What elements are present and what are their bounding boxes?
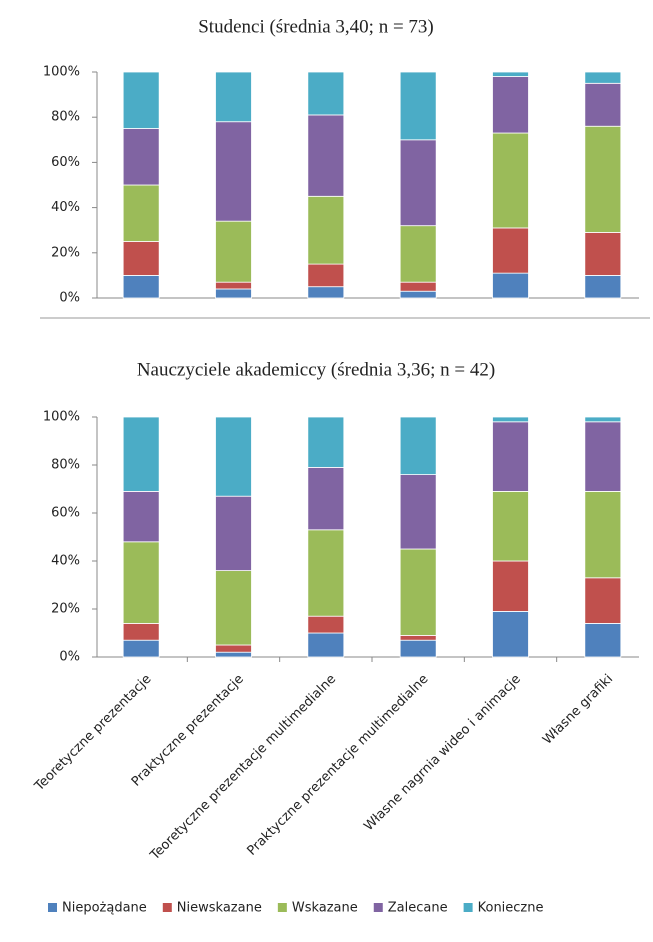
bar-segment [307,416,345,468]
bar-segment [215,288,252,299]
bar-segment [492,71,529,77]
bar-segment [215,651,252,658]
bar-segment [307,263,345,288]
bar-segment [307,632,345,658]
bar-segment [307,195,345,265]
y-tick-label: 60% [51,506,80,521]
bar-segment [122,71,160,129]
bar-segment [399,281,437,292]
bar-segment [584,82,622,127]
bar-segment [492,272,529,299]
x-tick-label: Teoretyczne prezentacje multimedialne [147,672,339,864]
bar-segment [584,125,622,233]
y-tick-label: 80% [51,458,80,473]
bar-segment [492,560,529,612]
bar-segment [122,274,160,299]
bar-segment [584,421,622,492]
legend-swatch [373,903,383,912]
bar-segment [307,615,345,634]
bar-segment [399,639,437,658]
bar-segment [122,241,160,276]
x-tick-label: Własne nagrnia wideo i animacje [361,672,523,834]
x-tick-label: Praktyczne prezentacje multimedialne [244,672,431,859]
bar-segment [122,541,160,624]
bar-segment [399,139,437,227]
legend-swatch [463,903,473,912]
y-tick-label: 0% [59,650,80,665]
bar-segment [584,71,622,84]
bar-segment [492,490,529,562]
chart-title: Nauczyciele akademiccy (średnia 3,36; n … [137,359,495,380]
bar-segment [215,495,252,572]
bar-segment [215,220,252,283]
bar-segment [122,623,160,641]
bar-segment [399,416,437,475]
bar-segment [584,416,622,423]
bar-segment [307,71,345,116]
y-tick-label: 100% [43,410,80,425]
y-tick-label: 100% [43,65,80,80]
bar-segment [307,286,345,299]
bar-segment [215,281,252,290]
bar-segment [399,548,437,636]
bar-segment [399,635,437,641]
bar-segment [399,290,437,299]
legend-swatch [48,903,57,912]
bar-segment [492,76,529,134]
bar-segment [215,416,252,497]
legend-label: Zalecane [388,901,448,916]
legend-label: Wskazane [292,901,358,916]
y-tick-label: 40% [51,554,80,569]
bar-segment [122,416,160,492]
legend-label: Konieczne [478,901,544,916]
bar-segment [492,421,529,492]
bar-segment [584,490,622,579]
bar-segment [307,529,345,617]
y-tick-label: 60% [51,155,80,170]
bar-segment [399,225,437,283]
bar-segment [122,184,160,242]
legend-label: Niepożądane [62,901,147,916]
bar-segment [215,570,252,646]
legend-swatch [277,903,287,912]
bar-segment [399,474,437,550]
bar-segment [492,416,529,423]
y-tick-label: 20% [51,602,80,617]
bar-segment [492,611,529,658]
bar-segment [215,71,252,123]
y-tick-label: 0% [59,291,80,306]
x-tick-label: Własne grafiki [540,672,616,748]
bar-segment [307,466,345,531]
bar-segment [492,132,529,229]
bar-segment [122,490,160,543]
bar-segment [215,121,252,222]
bar-segment [399,71,437,141]
chart-title: Studenci (średnia 3,40; n = 73) [198,16,434,37]
y-tick-label: 40% [51,200,80,215]
legend-swatch [162,903,172,912]
bar-segment [584,623,622,658]
bar-segment [307,114,345,197]
bar-segment [122,639,160,658]
bar-segment [584,577,622,624]
y-tick-label: 80% [51,110,80,125]
bar-segment [584,274,622,299]
bar-segment [492,227,529,274]
y-tick-label: 20% [51,245,80,260]
bar-segment [584,232,622,276]
bar-segment [122,128,160,186]
bar-segment [215,644,252,653]
legend-label: Niewskazane [177,901,262,916]
